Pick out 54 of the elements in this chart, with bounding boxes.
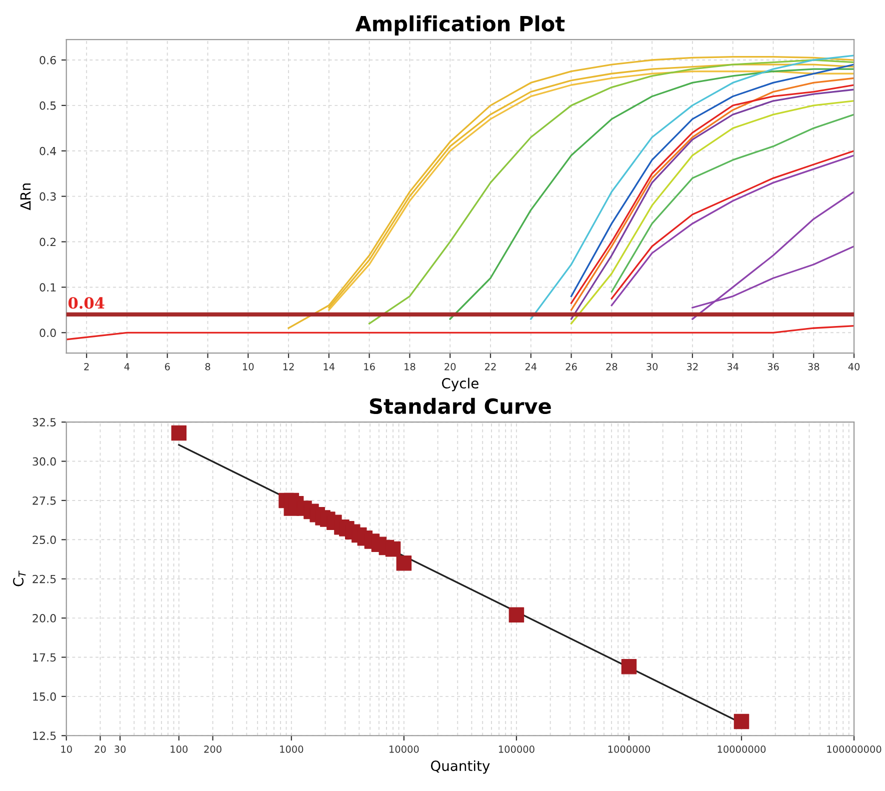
y-tick-label: 17.5: [33, 653, 56, 662]
x-tick-label: 1000000: [608, 746, 650, 753]
x-tick-label: 40: [848, 362, 860, 370]
y-tick-label: 0.3: [40, 192, 56, 201]
x-tick-label: 30: [646, 362, 658, 370]
x-tick-label: 22: [485, 362, 496, 370]
x-tick-label: 24: [525, 362, 537, 370]
y-tick-label: 20.0: [32, 614, 56, 622]
y-tick-label: 27.5: [32, 496, 56, 505]
x-tick-label: 34: [727, 362, 738, 370]
y-tick-label: 22.5: [32, 574, 56, 584]
x-tick-label: 36: [768, 362, 779, 370]
x-tick-label: 20: [444, 362, 456, 370]
x-axis-title: Quantity: [430, 760, 490, 774]
x-tick-label: 100000: [498, 746, 534, 753]
x-tick-label: 200: [204, 746, 222, 753]
x-tick-label: 10000000: [718, 746, 766, 753]
x-tick-label: 28: [606, 362, 618, 370]
x-tick-label: 100: [170, 746, 188, 753]
x-tick-label: 2: [84, 362, 89, 370]
x-tick-label: 14: [324, 363, 335, 370]
x-tick-label: 30: [114, 746, 126, 753]
y-tick-label: 25.0: [32, 536, 56, 544]
x-tick-label: 10: [243, 362, 254, 370]
x-tick-label: 32: [687, 362, 698, 370]
y-tick-label: 12.5: [33, 732, 56, 740]
y-tick-label: 0.5: [40, 101, 56, 110]
x-tick-label: 100000000: [827, 746, 882, 753]
y-tick-label: 0.1: [40, 283, 56, 292]
y-tick-label: 0.0: [40, 328, 56, 338]
y-axis-title: ΔRn: [20, 184, 31, 210]
y-tick-label: 30.0: [32, 457, 56, 466]
x-tick-label: 1000: [280, 746, 304, 753]
x-axis-title: Cycle: [442, 378, 478, 392]
x-tick-label: 18: [404, 362, 416, 370]
x-tick-label: 12: [283, 362, 294, 370]
chart-title: Amplification Plot: [355, 15, 565, 36]
x-tick-label: 38: [808, 362, 820, 370]
x-tick-label: 8: [205, 362, 210, 370]
y-tick-label: 15.0: [33, 692, 56, 701]
y-tick-label: 0.4: [40, 146, 56, 156]
ref-line-label: 0.04: [68, 297, 104, 309]
chart-title: Standard Curve: [370, 398, 551, 414]
y-axis-title: C$_{T}$: [13, 570, 26, 586]
y-tick-label: 32.5: [32, 418, 56, 426]
x-tick-label: 16: [364, 362, 375, 370]
y-tick-label: 0.2: [40, 238, 56, 246]
x-tick-label: 26: [566, 362, 577, 370]
x-tick-label: 6: [164, 362, 170, 370]
x-tick-label: 10000: [390, 746, 419, 753]
x-tick-label: 4: [124, 363, 130, 370]
x-tick-label: 10: [61, 746, 72, 753]
x-tick-label: 20: [94, 746, 106, 753]
y-tick-label: 0.6: [40, 56, 56, 64]
